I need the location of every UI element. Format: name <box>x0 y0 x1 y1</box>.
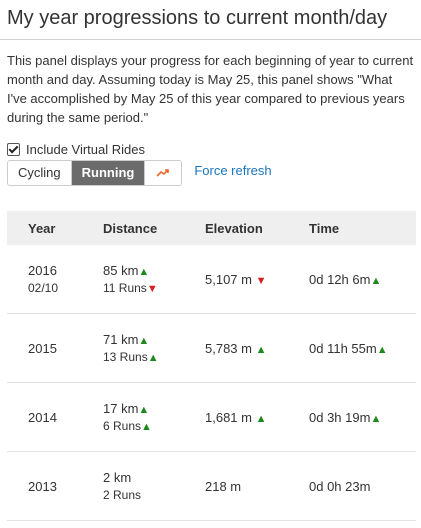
elevation-cell: 5,107 m ▼ <box>205 245 309 314</box>
runs-trend-icon: ▲ <box>141 421 152 433</box>
include-virtual-label[interactable]: Include Virtual Rides <box>26 142 145 157</box>
time-value: 0d 3h 19m <box>309 409 371 425</box>
distance-value: 71 km <box>103 332 139 347</box>
time-trend-icon: ▲ <box>370 412 382 425</box>
time-trend-icon: ▲ <box>370 274 382 287</box>
distance-cell: 85 km▲ 11 Runs▼ <box>103 245 205 314</box>
panel-title: My year progressions to current month/da… <box>7 7 388 29</box>
distance-trend-icon: ▲ <box>138 266 150 278</box>
distance-line: 85 km▲ <box>103 263 205 278</box>
year-value: 2013 <box>28 478 57 494</box>
year-value: 2014 <box>28 409 57 425</box>
runs-value: 13 Runs <box>103 350 148 364</box>
chart-view-button[interactable] <box>145 161 182 185</box>
runs-value: 2 Runs <box>103 488 142 502</box>
elevation-cell: 218 m <box>205 451 309 521</box>
panel-description: This panel displays your progress for ea… <box>7 53 414 125</box>
force-refresh-link[interactable]: Force refresh <box>194 162 272 178</box>
distance-value: 17 km <box>103 401 139 416</box>
distance-value: 85 km <box>103 263 139 278</box>
header-time: Time <box>309 211 416 245</box>
elevation-trend-icon: ▼ <box>255 274 267 287</box>
time-value: 0d 0h 23m <box>309 478 371 494</box>
trend-chart-icon <box>156 169 170 177</box>
tab-running[interactable]: Running <box>71 161 146 185</box>
runs-value: 11 Runs <box>103 281 147 295</box>
year-date: 02/10 <box>28 281 59 295</box>
year-cell: 2013 <box>7 451 103 521</box>
distance-cell: 17 km▲ 6 Runs▲ <box>103 382 205 452</box>
year-cell: 2015 <box>7 313 103 383</box>
runs-line: 2 Runs <box>103 488 205 502</box>
runs-line: 6 Runs▲ <box>103 419 205 433</box>
elevation-value: 218 m <box>205 478 242 494</box>
table-header-row: Year Distance Elevation Time <box>7 211 416 245</box>
include-virtual-row[interactable]: Include Virtual Rides <box>7 142 414 157</box>
controls-row: Cycling Running Force refresh <box>7 160 414 186</box>
elevation-trend-icon: ▲ <box>255 412 267 425</box>
time-cell: 0d 12h 6m▲ <box>309 245 416 314</box>
distance-trend-icon: ▲ <box>138 335 150 347</box>
distance-cell: 2 km 2 Runs <box>103 451 205 521</box>
progress-table: Year Distance Elevation Time 2016 02/10 85… <box>7 211 416 521</box>
elevation-value: 5,107 m <box>205 271 252 287</box>
table-row: 2015 71 km▲ 13 Runs▲ 5,783 m ▲ 0d 11h 55m▲ <box>7 313 416 383</box>
year-cell: 2014 <box>7 382 103 452</box>
tab-cycling[interactable]: Cycling <box>8 161 72 185</box>
elevation-cell: 5,783 m ▲ <box>205 313 309 383</box>
table-row: 2016 02/10 85 km▲ 11 Runs▼ 5,107 m ▼ 0d 12h 6… <box>7 245 416 314</box>
title-divider <box>0 39 421 40</box>
activity-toggle: Cycling Running <box>7 160 183 186</box>
runs-line: 13 Runs▲ <box>103 350 205 364</box>
year-value: 2015 <box>28 340 57 356</box>
runs-trend-icon: ▼ <box>146 283 158 295</box>
table-row: 2014 17 km▲ 6 Runs▲ 1,681 m ▲ 0d 3h 19m▲ <box>7 382 416 452</box>
runs-value: 6 Runs <box>103 419 142 433</box>
distance-line: 17 km▲ <box>103 401 205 416</box>
include-virtual-checkbox[interactable] <box>7 143 20 156</box>
elevation-value: 1,681 m <box>205 409 252 425</box>
header-year: Year <box>7 211 103 245</box>
elevation-value: 5,783 m <box>205 340 252 356</box>
time-cell: 0d 3h 19m▲ <box>309 382 416 452</box>
header-distance: Distance <box>103 211 205 245</box>
elevation-cell: 1,681 m ▲ <box>205 382 309 452</box>
time-cell: 0d 11h 55m▲ <box>309 313 416 383</box>
year-cell: 2016 02/10 <box>7 245 103 314</box>
time-trend-icon: ▲ <box>376 343 388 356</box>
time-value: 0d 12h 6m <box>309 271 371 287</box>
runs-line: 11 Runs▼ <box>103 281 205 295</box>
distance-cell: 71 km▲ 13 Runs▲ <box>103 313 205 383</box>
time-value: 0d 11h 55m <box>309 340 377 356</box>
elevation-trend-icon: ▲ <box>255 343 267 356</box>
table-row: 2013 2 km 2 Runs 218 m 0d 0h 23m <box>7 451 416 521</box>
distance-line: 2 km <box>103 470 205 485</box>
distance-value: 2 km <box>103 470 132 485</box>
distance-trend-icon: ▲ <box>138 404 150 416</box>
year-value: 2016 <box>28 263 57 278</box>
header-elevation: Elevation <box>205 211 309 245</box>
distance-line: 71 km▲ <box>103 332 205 347</box>
time-cell: 0d 0h 23m <box>309 451 416 521</box>
runs-trend-icon: ▲ <box>147 352 159 364</box>
